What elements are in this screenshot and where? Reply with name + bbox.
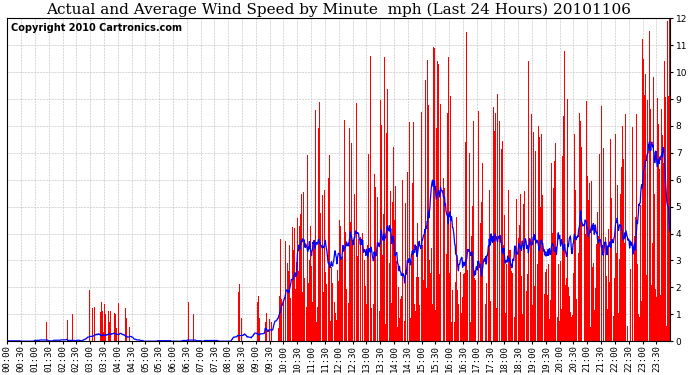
Text: Copyright 2010 Cartronics.com: Copyright 2010 Cartronics.com	[10, 23, 181, 33]
Title: Actual and Average Wind Speed by Minute  mph (Last 24 Hours) 20101106: Actual and Average Wind Speed by Minute …	[46, 3, 631, 17]
